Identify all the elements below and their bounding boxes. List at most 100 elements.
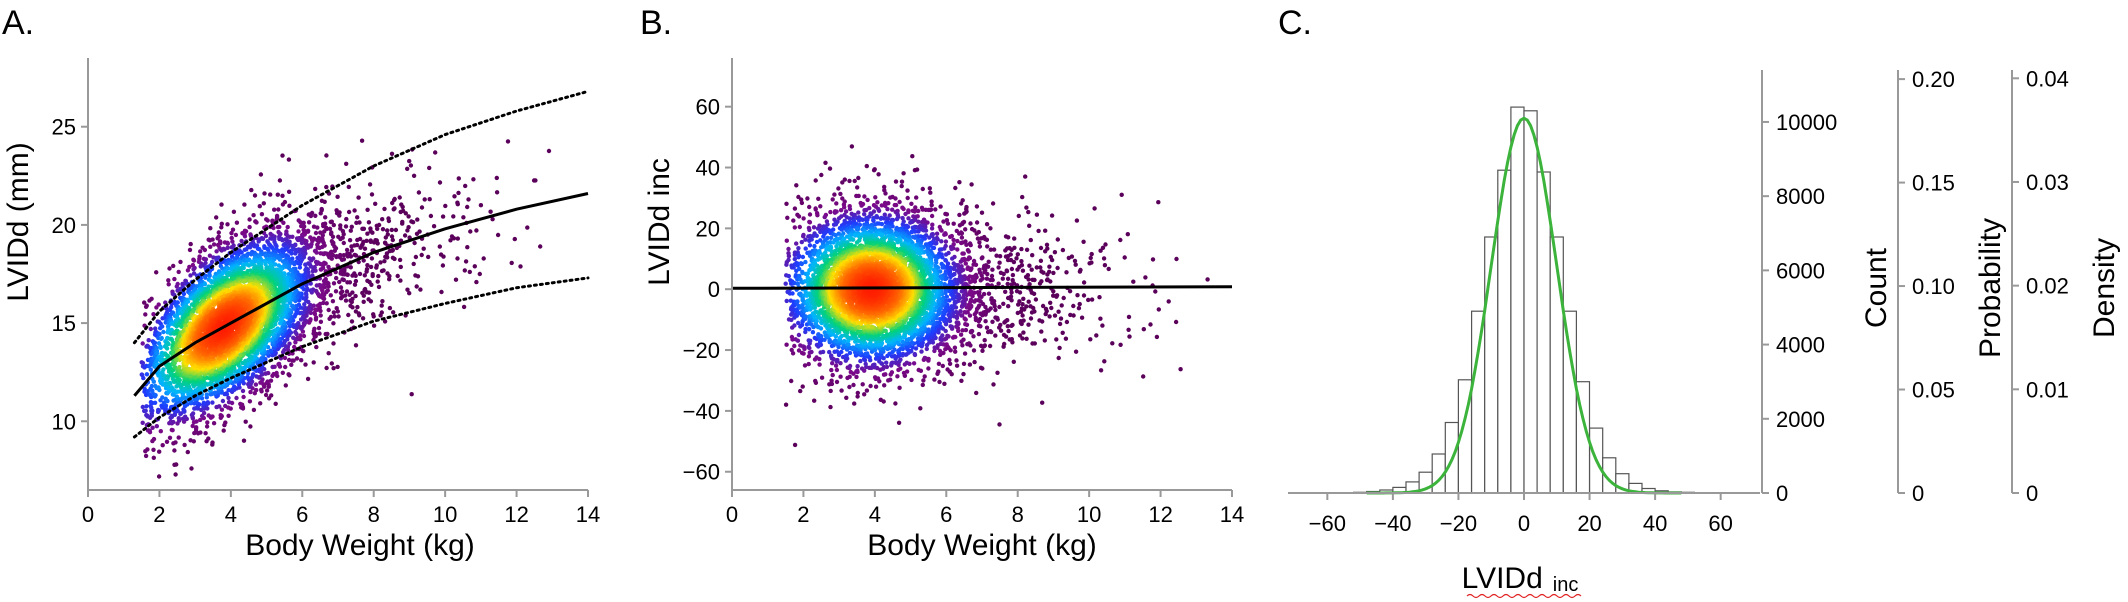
panel-a-point bbox=[338, 290, 344, 296]
panel-a-point bbox=[400, 221, 405, 226]
panel-a-point bbox=[218, 413, 223, 418]
panel-a-point bbox=[233, 232, 239, 238]
panel-a-point bbox=[198, 417, 203, 423]
panel-a-point bbox=[204, 392, 209, 397]
panel-a-point bbox=[276, 362, 281, 367]
panel-a-point bbox=[322, 229, 327, 234]
panel-a-point bbox=[316, 325, 322, 331]
panel-a-point bbox=[364, 269, 369, 274]
panel-a-point bbox=[474, 279, 479, 285]
panel-a-point bbox=[344, 216, 349, 222]
panel-a-point bbox=[166, 341, 171, 347]
panel-a-point bbox=[427, 165, 432, 171]
panel-a-point bbox=[365, 263, 370, 268]
panel-a-point bbox=[188, 241, 193, 247]
panel-a-point bbox=[390, 200, 395, 206]
panel-a-point bbox=[154, 351, 160, 356]
panel-a-point bbox=[346, 312, 351, 318]
panel-a-point bbox=[210, 400, 215, 405]
panel-a-point bbox=[271, 371, 276, 377]
panel-a-point bbox=[461, 304, 467, 310]
panel-a-point bbox=[207, 273, 212, 278]
panel-a-point bbox=[191, 420, 197, 425]
panel-a-point bbox=[366, 297, 371, 302]
panel-a-point bbox=[438, 252, 444, 257]
panel-a-point bbox=[328, 219, 333, 225]
panel-a-point bbox=[148, 326, 153, 332]
panel-a-point bbox=[331, 281, 337, 286]
panel-a-point bbox=[299, 223, 304, 229]
panel-a-point bbox=[494, 175, 499, 181]
panel-a-point bbox=[428, 213, 434, 219]
panel-a-point bbox=[258, 401, 263, 406]
panel-a-point bbox=[247, 399, 253, 404]
panel-a-point bbox=[273, 401, 278, 406]
panel-a-point bbox=[490, 217, 495, 222]
panel-a-point bbox=[143, 312, 148, 317]
panel-a-point bbox=[418, 287, 423, 292]
panel-a-point bbox=[389, 227, 394, 233]
panel-a-point bbox=[338, 285, 344, 290]
panel-a-point bbox=[159, 335, 164, 341]
panel-a-point bbox=[338, 296, 344, 301]
panel-a-point bbox=[223, 420, 228, 425]
panel-a-point bbox=[352, 282, 358, 287]
panel-a-point bbox=[313, 230, 319, 236]
panel-a-point bbox=[334, 254, 339, 260]
panel-a-point bbox=[455, 200, 460, 205]
panel-a-point bbox=[389, 234, 395, 239]
panel-a-point bbox=[373, 201, 378, 206]
panel-a-point bbox=[286, 157, 292, 162]
panel-a-point bbox=[318, 267, 324, 272]
panel-a-point bbox=[241, 279, 247, 284]
panel-a-point bbox=[151, 436, 157, 442]
panel-a-point bbox=[397, 257, 403, 263]
panel-a-point bbox=[226, 413, 231, 418]
panel-a-point bbox=[357, 271, 363, 277]
panel-a-point bbox=[472, 264, 477, 269]
panel-a-point bbox=[158, 345, 163, 350]
panel-a-point bbox=[299, 358, 304, 363]
panel-a-point bbox=[214, 404, 219, 410]
panel-a-point bbox=[398, 278, 403, 283]
panel-a-point bbox=[166, 278, 171, 283]
panel-a-point bbox=[234, 220, 240, 225]
panel-a-point bbox=[353, 293, 358, 299]
panel-a-point bbox=[286, 189, 292, 194]
panel-a-point bbox=[150, 388, 155, 393]
panel-a-point bbox=[277, 178, 283, 183]
panel-a-point bbox=[171, 263, 176, 269]
panel-a-point bbox=[384, 251, 390, 256]
panel-a-point bbox=[181, 291, 187, 297]
panel-a-point bbox=[352, 208, 357, 213]
panel-a-point bbox=[440, 214, 446, 219]
panel-a-point bbox=[366, 220, 372, 225]
panel-a-point bbox=[182, 442, 187, 448]
panel-a-point bbox=[188, 438, 193, 443]
panel-a-point bbox=[246, 382, 251, 387]
panel-a-point bbox=[437, 180, 443, 185]
panel-a-point bbox=[312, 248, 318, 254]
panel-a-point bbox=[150, 425, 155, 430]
panel-a-point bbox=[382, 259, 387, 264]
panel-a-point bbox=[219, 202, 224, 207]
panel-a-point bbox=[353, 343, 359, 348]
panel-a-point bbox=[143, 304, 149, 309]
panel-a-point bbox=[287, 341, 292, 346]
panel-a-point bbox=[468, 229, 473, 234]
panel-a-point bbox=[219, 225, 224, 230]
panel-a-point bbox=[307, 256, 312, 261]
panel-a-point bbox=[157, 449, 162, 454]
panel-a-point bbox=[251, 372, 256, 377]
panel-a-point bbox=[355, 237, 360, 243]
panel-a-point bbox=[478, 203, 484, 208]
panel-a-point bbox=[332, 314, 337, 319]
panel-a-point bbox=[343, 224, 349, 229]
panel-a-point bbox=[369, 192, 375, 197]
panel-a-point bbox=[293, 329, 298, 335]
panel-a-point bbox=[164, 439, 170, 444]
panel-a-point bbox=[144, 372, 150, 377]
panel-a-point bbox=[465, 245, 470, 250]
panel-a-point bbox=[282, 355, 288, 361]
panel-a-point bbox=[167, 266, 172, 271]
